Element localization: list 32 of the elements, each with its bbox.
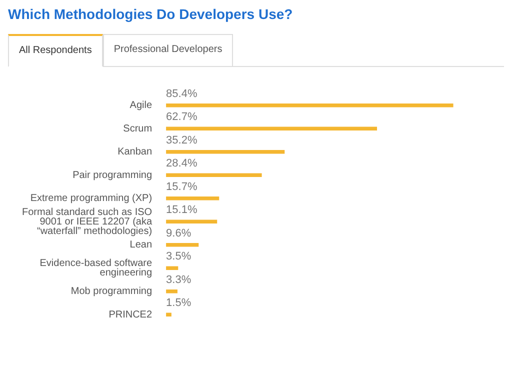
bar [166, 290, 178, 294]
chart-title: Which Methodologies Do Developers Use? [8, 6, 294, 22]
text: All Respondents [8, 34, 103, 67]
bar [166, 104, 454, 108]
y-tick-label: Formal standard such as ISO 9001 or IEEE 12207 (aka “waterfall” methodologies) [22, 206, 152, 237]
data-label: 85.4% [166, 88, 198, 100]
data-label: 3.3% [166, 274, 192, 286]
y-tick-label: Pair programming [72, 170, 152, 181]
data-label: 9.6% [166, 227, 192, 240]
bar [166, 266, 178, 270]
data-label: 15.7% [166, 180, 198, 193]
text: Professional Developers [102, 34, 234, 67]
bar [166, 220, 218, 224]
bar [166, 150, 285, 154]
y-tick-label: Kanban [118, 146, 152, 158]
bar [166, 126, 378, 130]
y-tick-label: Mob programming [70, 286, 152, 298]
y-tick-label: Evidence-based software engineering [40, 258, 152, 279]
bar [166, 243, 199, 247]
y-tick-label: PRINCE2 [108, 309, 152, 320]
data-label: 28.4% [166, 158, 198, 170]
data-label: 3.5% [166, 250, 192, 263]
bar [166, 173, 262, 177]
data-label: 35.2% [166, 134, 198, 146]
y-tick-label: Lean [130, 240, 152, 251]
bar [166, 196, 220, 200]
y-tick-label: Agile [130, 100, 152, 112]
data-label: 15.1% [166, 204, 198, 216]
y-tick-label: Scrum [123, 123, 152, 134]
data-label: 62.7% [166, 111, 198, 124]
data-label: 1.5% [166, 297, 192, 310]
y-tick-label: Extreme programming (XP) [30, 193, 152, 204]
